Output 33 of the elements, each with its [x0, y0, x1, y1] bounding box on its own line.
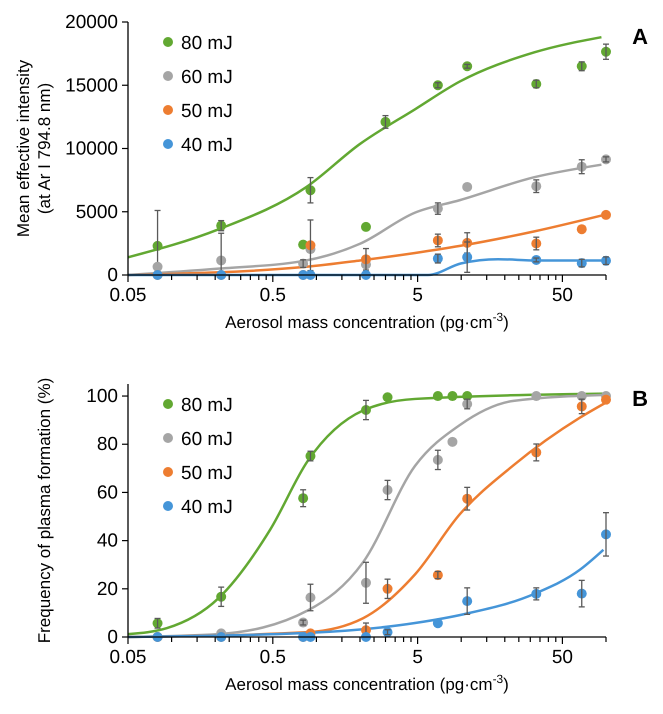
x-tick-label: 5: [412, 285, 423, 306]
x-tick-label: 0.05: [110, 285, 146, 306]
y-tick-label: 100: [86, 386, 118, 408]
legend-label: 60 mJ: [181, 429, 233, 450]
y-tick-label: 20000: [65, 12, 118, 33]
x-tick-label: 5: [412, 647, 423, 668]
y-tick-label: 80: [96, 434, 118, 456]
y-tick-label: 40: [96, 530, 118, 552]
x-tick-label: 50: [552, 647, 573, 668]
x-axis-title: Aerosol mass concentration (pg·cm$^{-3}$): [225, 310, 509, 332]
y-axis-title: Mean effective intensity (at Ar I 794.8 nm): [14, 59, 54, 238]
y-tick-label: 0: [107, 265, 118, 286]
legend-label: 40 mJ: [181, 497, 233, 518]
y-tick-label: 10000: [65, 138, 118, 160]
legend-label: 50 mJ: [181, 101, 233, 122]
legend-label: 50 mJ: [181, 463, 233, 484]
legend-label: 60 mJ: [181, 67, 233, 88]
text: A: [632, 24, 648, 49]
x-tick-label: 0.05: [110, 647, 146, 668]
x-tick-label: 0.5: [260, 285, 286, 306]
legend-label: 80 mJ: [181, 395, 233, 416]
y-axis-title: Frequency of plasma formation (%): [35, 378, 54, 644]
text: B: [632, 386, 648, 411]
x-tick-label: 50: [552, 285, 573, 306]
x-tick-label: 0.5: [260, 647, 286, 668]
y-tick-label: 0: [107, 627, 118, 648]
y-tick-label: 15000: [65, 75, 118, 96]
legend-label: 40 mJ: [181, 135, 233, 156]
legend-label: 80 mJ: [181, 33, 233, 54]
y-tick-label: 5000: [76, 202, 118, 223]
y-tick-label: 60: [96, 482, 118, 504]
x-axis-title: Aerosol mass concentration (pg·cm$^{-3}$): [225, 672, 509, 694]
y-tick-label: 20: [96, 578, 118, 600]
